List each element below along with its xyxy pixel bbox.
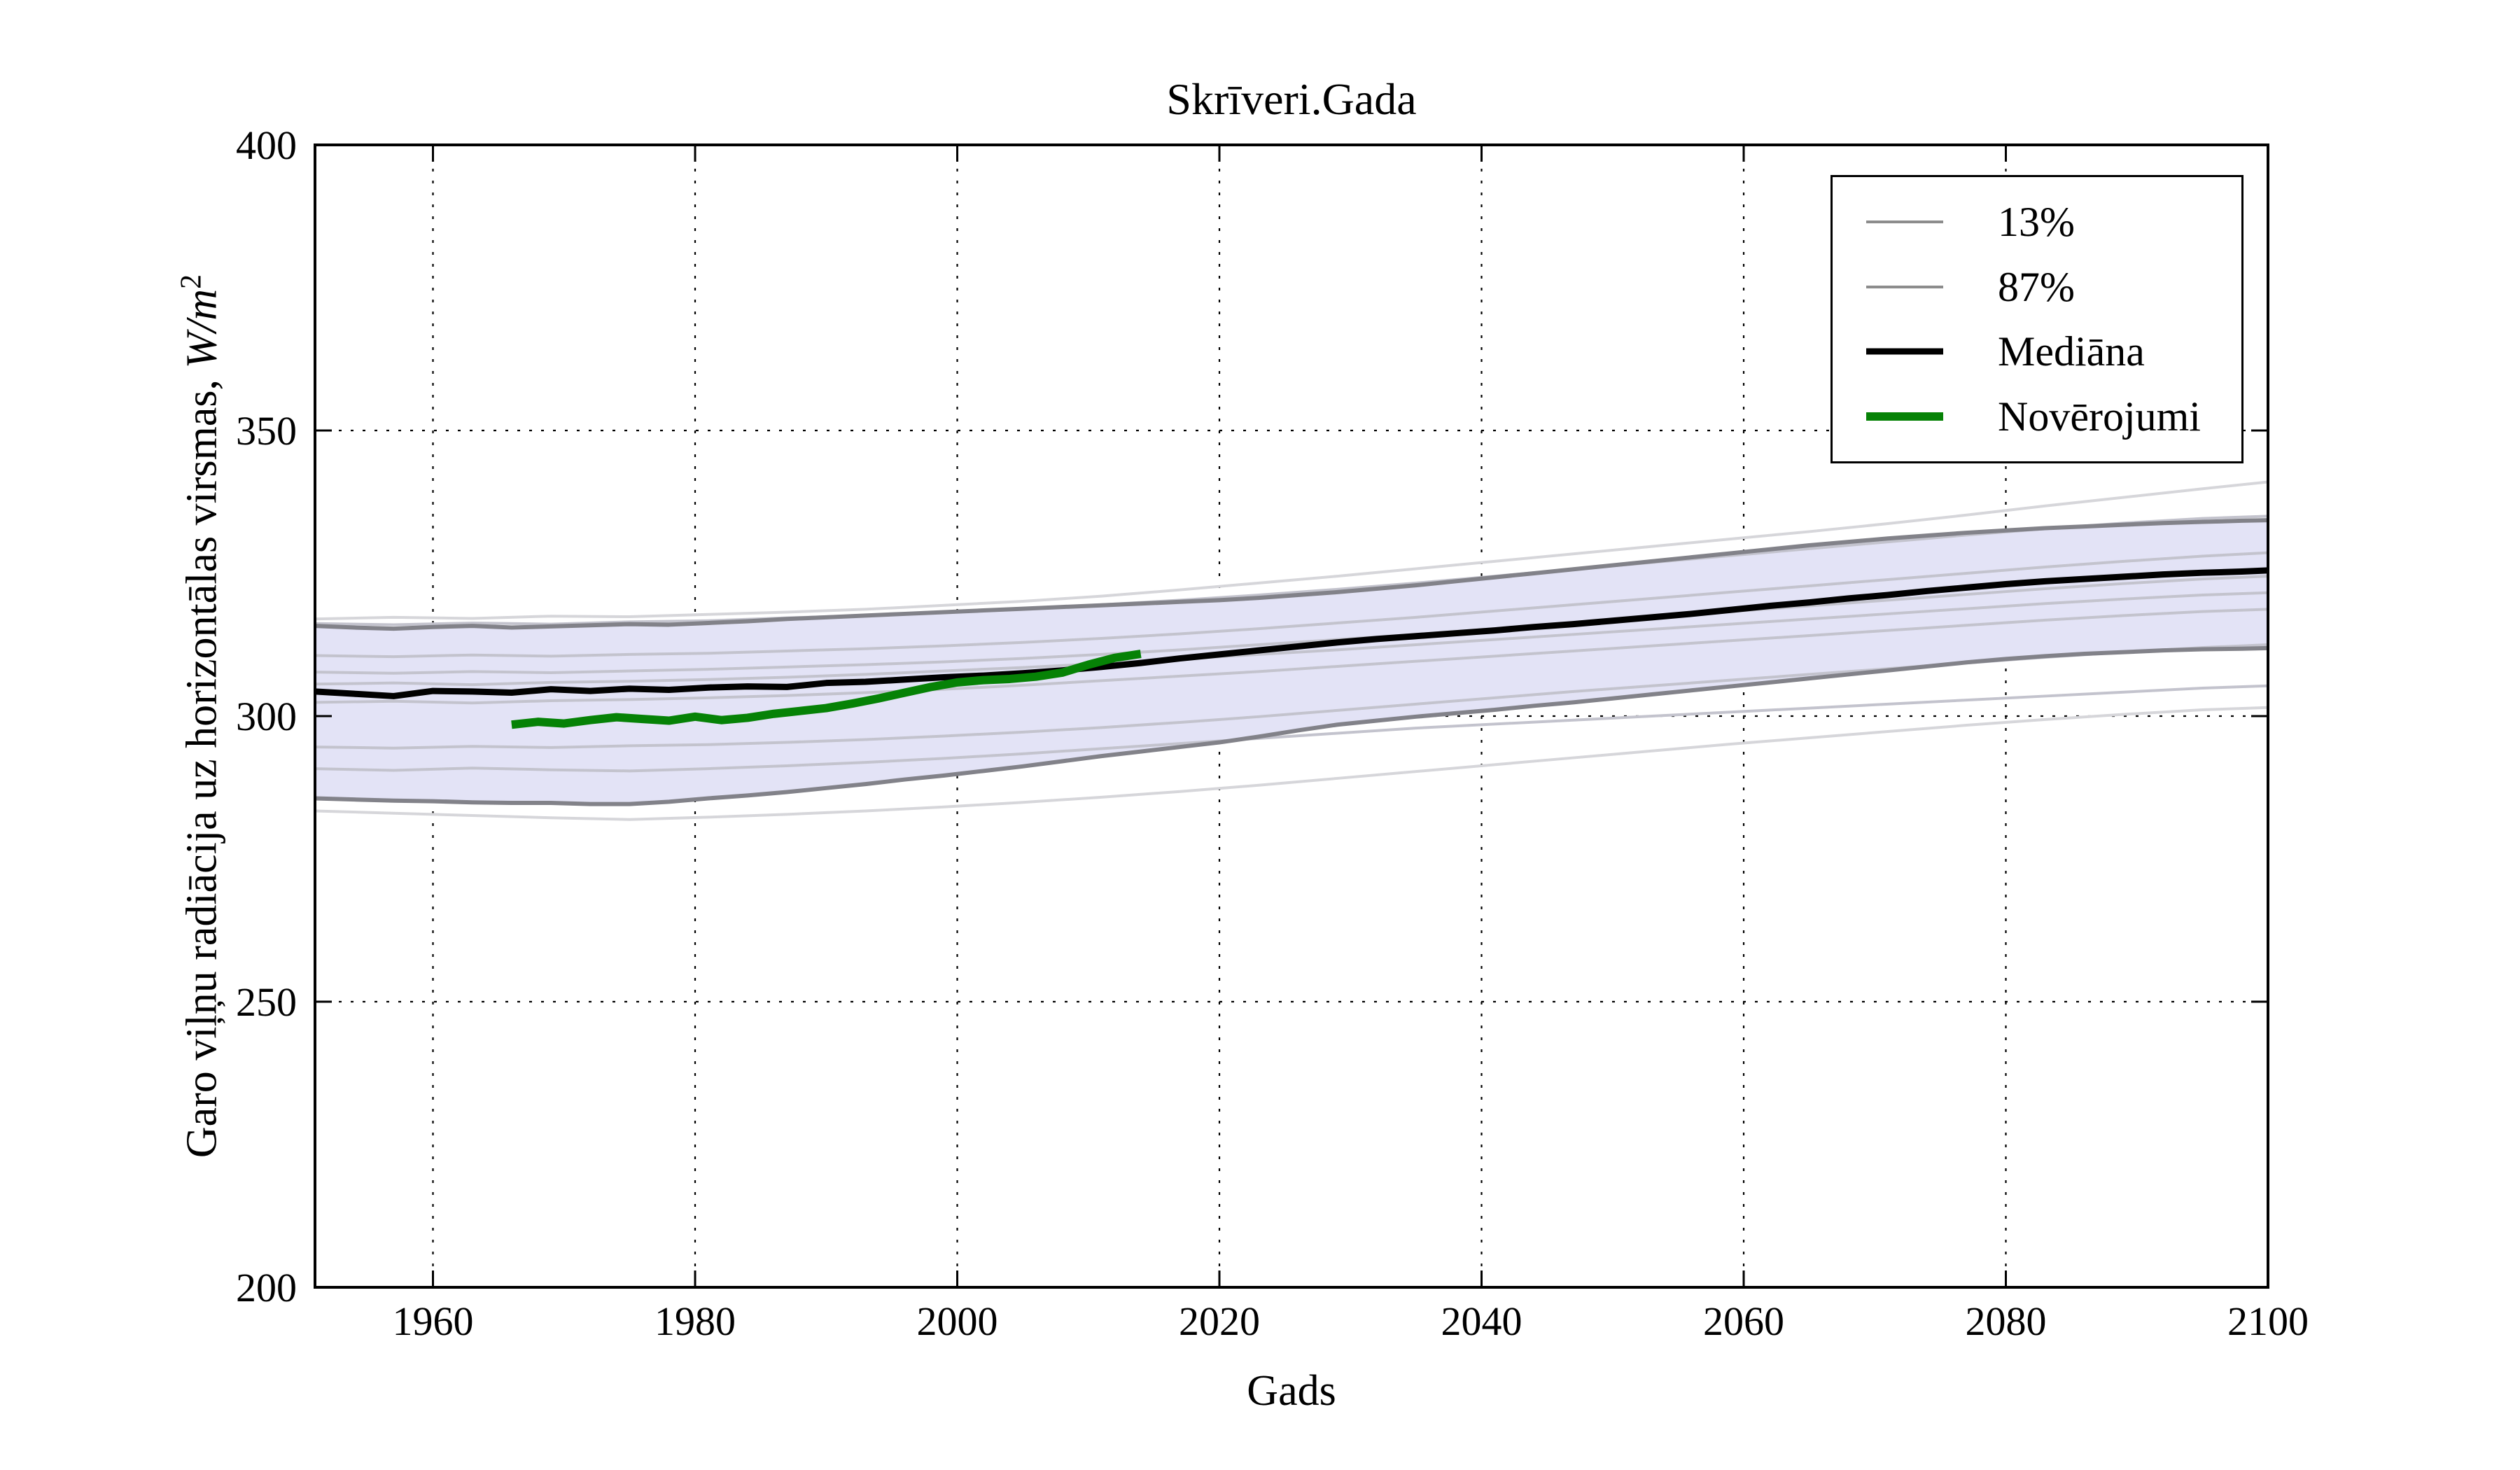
x-tick-label-1980: 1980 [654,1298,736,1344]
x-tick-label-2080: 2080 [1966,1298,2047,1344]
y-axis-label-text: Garo viļņu radiācija uz horizontālas vir… [178,368,226,1158]
y-axis-label-sup: 2 [175,274,208,289]
legend-label-mediana: Mediāna [1998,328,2145,375]
legend-label-13pct: 13% [1998,199,2075,246]
legend-item-mediana: Mediāna [1833,330,2241,372]
chart-title: Skrīveri.Gada [1166,74,1417,124]
legend: 13% 87% Mediāna Novērojumi [1830,175,2244,463]
y-tick-label-200: 200 [236,1265,297,1310]
series-run-5 [315,591,2268,687]
series-run-9 [315,706,2268,821]
x-tick-label-1960: 1960 [393,1298,474,1344]
legend-line-noverojumi-icon [1866,412,1943,421]
series-87% [315,518,2268,631]
series-run-2 [315,514,2268,626]
legend-item-13pct: 13% [1833,201,2241,243]
x-tick-label-2040: 2040 [1441,1298,1522,1344]
series-13% [315,645,2268,806]
legend-line-mediana-icon [1866,348,1943,355]
legend-line-13pct-icon [1866,220,1943,224]
series-run-3 [315,551,2268,659]
y-tick-label-400: 400 [236,122,297,168]
x-tick-label-2060: 2060 [1703,1298,1784,1344]
percentile-band [315,520,2268,804]
data-layer [315,480,2268,821]
y-tick-label-250: 250 [236,979,297,1025]
series-Novērojumi [511,650,1142,729]
legend-label-87pct: 87% [1998,263,2075,310]
series-run-1 [315,480,2268,621]
y-tick-label-350: 350 [236,408,297,454]
legend-item-87pct: 87% [1833,266,2241,308]
y-axis-label-math: W/m [178,288,226,369]
y-tick-label-300: 300 [236,694,297,739]
series-run-4 [315,575,2268,675]
legend-line-87pct-icon [1866,285,1943,288]
legend-item-noverojumi: Novērojumi [1833,396,2241,438]
legend-label-noverojumi: Novērojumi [1998,393,2201,440]
x-tick-label-2000: 2000 [917,1298,998,1344]
y-axis-label: Garo viļņu radiācija uz horizontālas vir… [175,274,227,1158]
series-Mediāna [315,567,2268,699]
series-run-8 [315,684,2268,773]
x-tick-label-2020: 2020 [1179,1298,1260,1344]
x-axis-label: Gads [1247,1367,1336,1415]
series-run-6 [315,608,2268,705]
x-tick-label-2100: 2100 [2227,1298,2309,1344]
